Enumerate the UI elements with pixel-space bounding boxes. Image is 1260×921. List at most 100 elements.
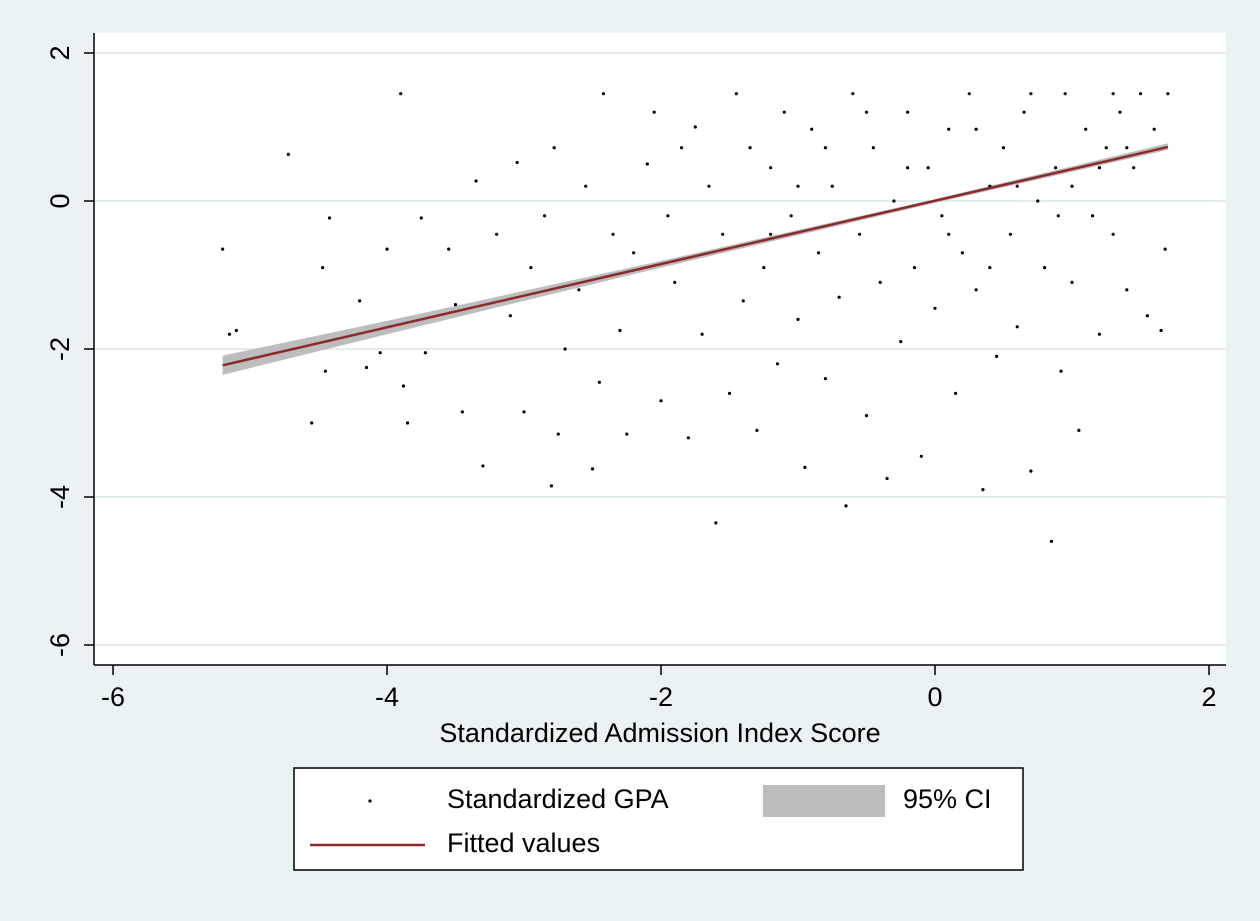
point	[1111, 92, 1115, 96]
point	[310, 421, 314, 425]
point	[221, 247, 225, 251]
point	[227, 332, 232, 336]
point	[762, 265, 766, 270]
point	[912, 265, 917, 270]
point	[399, 92, 403, 96]
point	[1015, 184, 1019, 188]
legend-key	[368, 799, 372, 803]
point	[995, 354, 999, 359]
point	[286, 152, 290, 156]
point	[803, 465, 807, 470]
point	[1138, 92, 1143, 96]
point	[721, 232, 725, 236]
legend-label: Standardized GPA	[447, 784, 669, 814]
point	[522, 410, 526, 414]
point	[549, 484, 554, 488]
point	[1132, 166, 1136, 170]
y-tick-label: 0	[45, 193, 75, 208]
y-tick-label: 2	[45, 45, 75, 60]
point	[734, 92, 738, 96]
point	[679, 146, 684, 150]
point	[1070, 184, 1074, 188]
point	[830, 184, 834, 188]
point	[1015, 325, 1019, 329]
point	[858, 232, 862, 236]
point	[495, 232, 499, 236]
point	[796, 184, 800, 188]
legend-label: 95% CI	[903, 784, 992, 814]
point	[385, 247, 389, 251]
point	[625, 432, 629, 436]
point	[693, 125, 697, 129]
point	[652, 110, 656, 114]
point	[423, 351, 427, 355]
point	[590, 467, 595, 471]
point	[851, 92, 855, 96]
point	[885, 476, 889, 481]
x-tick-label: -4	[375, 682, 399, 712]
point	[775, 362, 780, 366]
point	[714, 521, 718, 525]
point	[1077, 428, 1081, 433]
point	[1036, 199, 1040, 203]
point	[1053, 166, 1058, 170]
point	[967, 92, 971, 96]
point	[899, 339, 903, 344]
point	[871, 146, 875, 150]
point	[327, 216, 332, 220]
point	[666, 214, 670, 218]
point	[906, 110, 910, 114]
y-tick-label: -6	[45, 633, 75, 657]
point	[1097, 166, 1102, 170]
point	[947, 127, 951, 131]
point	[748, 146, 752, 150]
point	[769, 166, 773, 170]
point	[940, 214, 944, 218]
point	[419, 216, 423, 220]
x-tick-label: -6	[101, 682, 125, 712]
point	[864, 110, 869, 114]
point	[401, 384, 406, 388]
point	[1111, 232, 1115, 236]
point	[981, 488, 985, 492]
point	[926, 166, 930, 170]
legend-key	[763, 785, 885, 817]
point	[823, 146, 828, 150]
point	[1070, 280, 1074, 284]
point	[919, 454, 923, 458]
point	[1029, 92, 1033, 96]
point	[577, 288, 581, 292]
point	[707, 184, 711, 188]
point	[933, 306, 937, 310]
point	[234, 328, 238, 333]
point	[515, 160, 519, 165]
point	[447, 247, 451, 251]
x-axis-title: Standardized Admission Index Score	[439, 718, 880, 748]
point	[378, 351, 382, 355]
point	[542, 214, 547, 218]
point	[1029, 469, 1033, 473]
point	[1008, 232, 1012, 236]
point	[552, 146, 556, 150]
point	[358, 299, 362, 303]
point	[597, 380, 601, 384]
point	[556, 432, 560, 436]
point	[782, 110, 786, 114]
point	[659, 399, 663, 403]
point	[947, 232, 951, 236]
point	[1125, 146, 1129, 150]
point	[974, 127, 978, 131]
point	[960, 251, 965, 255]
point	[1056, 214, 1060, 218]
point	[474, 179, 478, 183]
point	[700, 332, 704, 336]
point	[1097, 332, 1102, 336]
point	[837, 295, 841, 299]
point	[816, 251, 821, 255]
x-tick-label: 2	[1201, 682, 1216, 712]
point	[844, 504, 848, 508]
point	[1152, 127, 1156, 131]
legend	[293, 767, 1024, 871]
point	[1125, 288, 1129, 292]
marks	[221, 92, 1170, 544]
